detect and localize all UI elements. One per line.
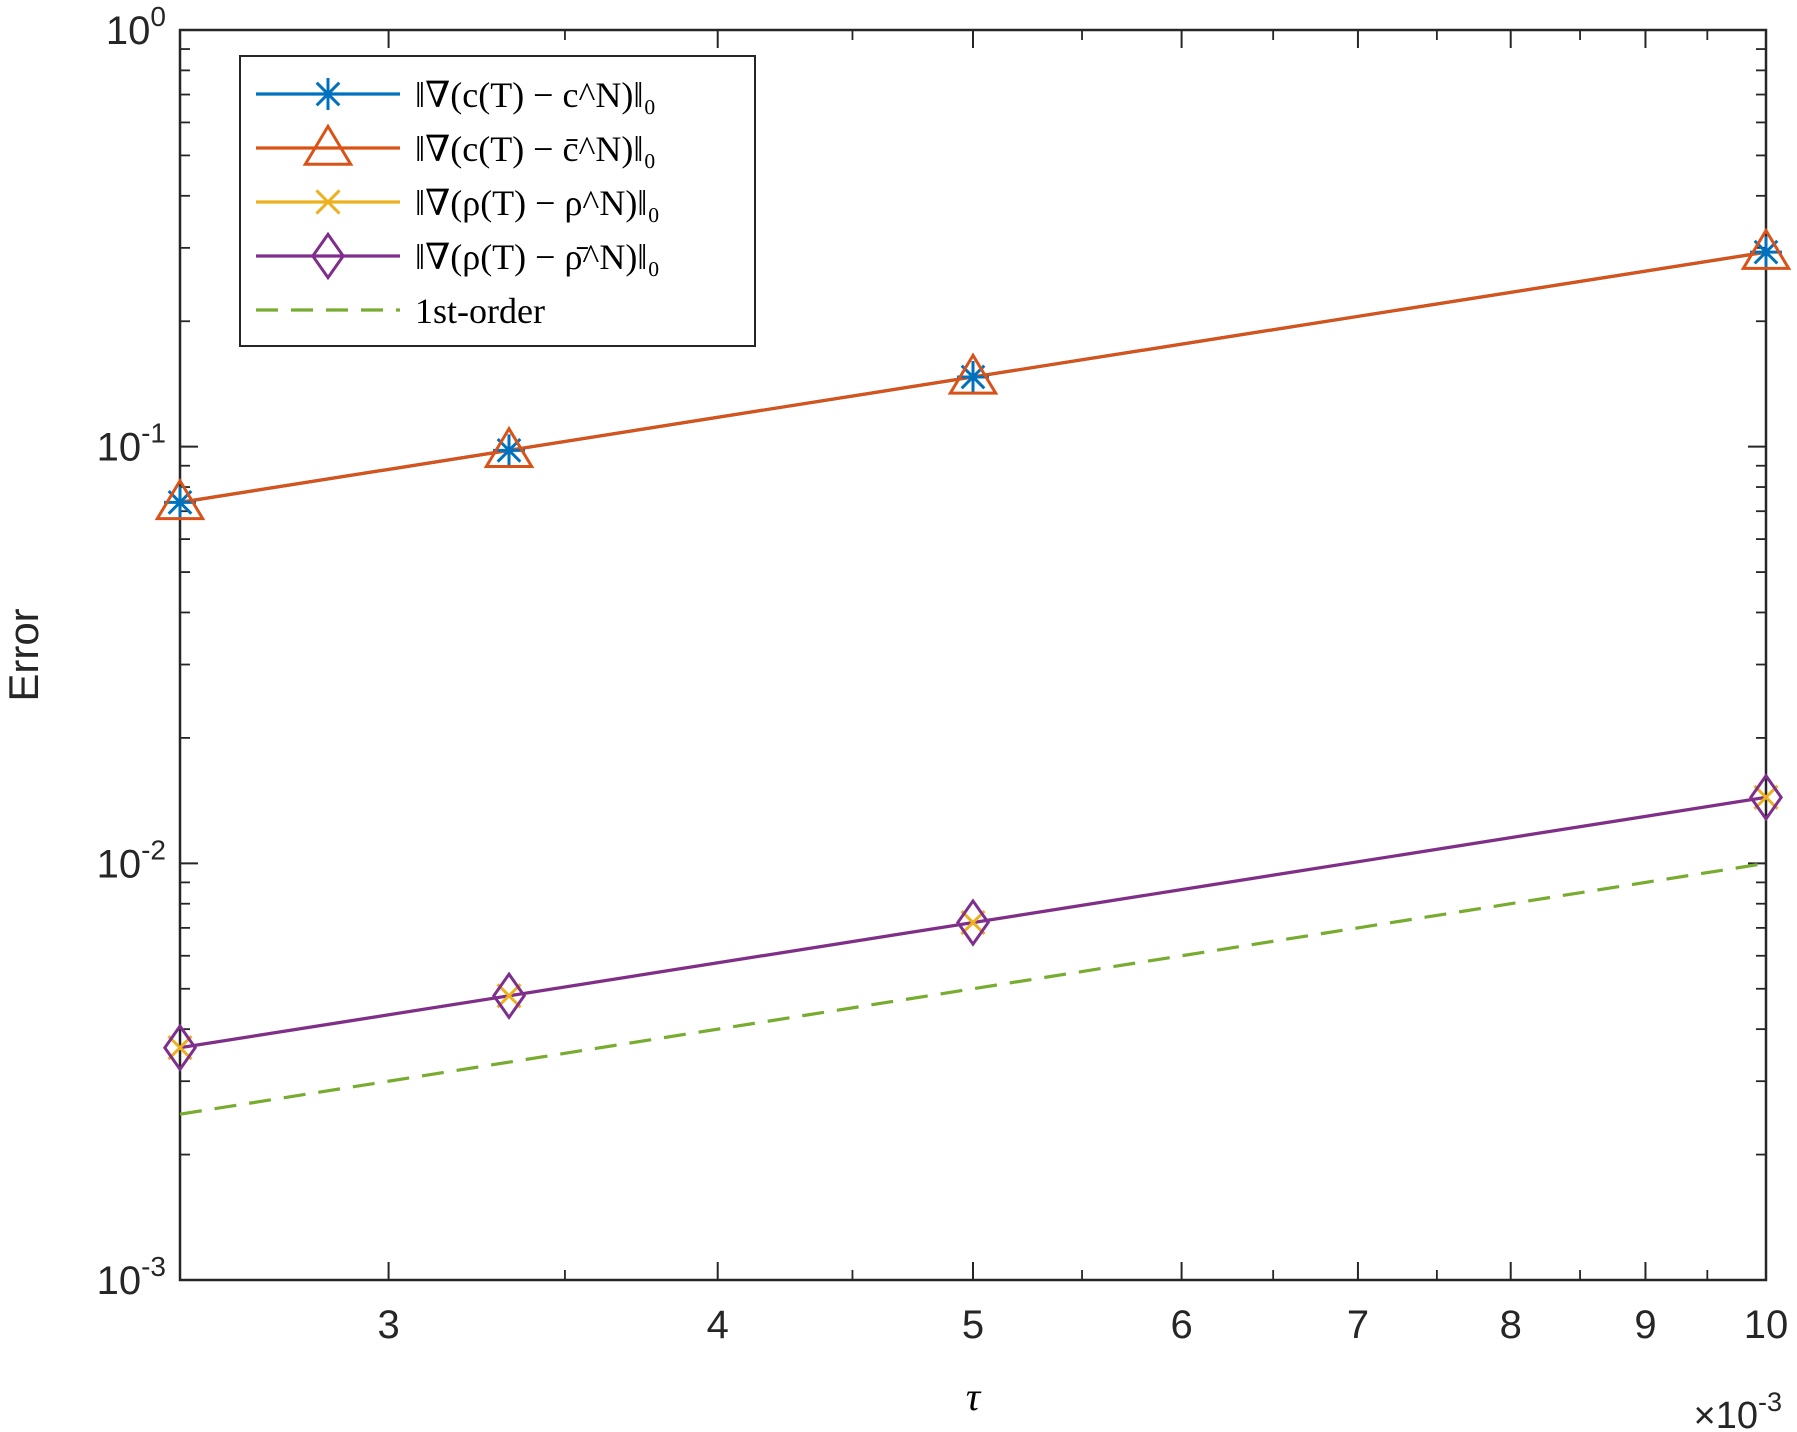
x-tick-label: 5	[962, 1303, 984, 1347]
marker-triangle	[483, 425, 535, 469]
marker-triangle	[1740, 227, 1792, 270]
legend-label: ‖∇(ρ(T) − ρ̄^N)‖₀	[415, 237, 660, 277]
y-tick-label-exponent: -2	[141, 834, 166, 865]
marker-diamond	[162, 1023, 198, 1072]
x-axis-exponent: ×10-3	[1694, 1387, 1782, 1432]
y-tick-label-exponent: -1	[141, 418, 166, 449]
marker-diamond	[491, 971, 527, 1020]
marker-x	[496, 983, 522, 1009]
series-markers	[154, 227, 1792, 1072]
marker-triangle	[302, 123, 354, 166]
legend-label: ‖∇(ρ(T) − ρ^N)‖₀	[415, 183, 660, 223]
x-tick-label: 3	[377, 1303, 399, 1347]
series-line	[179, 861, 1767, 1116]
marker-triangle	[154, 477, 206, 521]
y-tick-label-base: 10	[97, 842, 142, 886]
x-tick-label: 10	[1744, 1303, 1789, 1347]
marker-diamond	[310, 231, 346, 281]
marker-asterisk	[493, 434, 526, 467]
legend-label: ‖∇(c(T) − c̄^N)‖₀	[415, 129, 656, 169]
marker-x	[1753, 784, 1779, 810]
x-axis-exponent-base: ×10	[1694, 1395, 1758, 1432]
marker-asterisk	[1750, 236, 1782, 269]
y-tick-label-base: 10	[106, 9, 151, 53]
x-tick-label: 7	[1347, 1303, 1369, 1347]
marker-asterisk	[312, 78, 344, 110]
legend: ‖∇(c(T) − c^N)‖₀ ‖∇(c(T) − c̄^N)‖₀ ‖∇(ρ(T)…	[239, 55, 756, 347]
marker-asterisk	[957, 360, 989, 393]
axis-ticks	[179, 29, 1767, 1281]
series-lines	[179, 250, 1767, 1116]
y-tick-label: 10-1	[97, 418, 166, 470]
legend-label: ‖∇(c(T) − c^N)‖₀	[415, 75, 656, 115]
y-tick-label-exponent: -3	[141, 1251, 166, 1282]
marker-diamond	[955, 898, 991, 947]
marker-x	[167, 1035, 193, 1061]
marker-diamond	[1748, 773, 1784, 822]
x-tick-label: 8	[1500, 1303, 1522, 1347]
y-tick-label-base: 10	[97, 426, 142, 470]
marker-x	[315, 189, 341, 215]
x-tick-label: 6	[1170, 1303, 1192, 1347]
marker-asterisk	[164, 486, 196, 519]
legend-label: 1st-order	[415, 291, 545, 331]
marker-x	[960, 909, 986, 936]
y-tick-label-exponent: 0	[150, 1, 166, 32]
x-axis-exponent-power: -3	[1758, 1387, 1782, 1417]
x-tick-label: 9	[1634, 1303, 1656, 1347]
y-tick-label: 10-2	[97, 834, 166, 886]
x-axis-title: τ	[966, 1374, 982, 1419]
y-tick-label: 100	[106, 1, 166, 53]
y-tick-label: 10-3	[97, 1251, 166, 1303]
y-axis-title: Error	[0, 608, 47, 701]
series-line	[179, 250, 1767, 504]
series-line	[179, 795, 1767, 1050]
marker-triangle	[947, 352, 999, 395]
y-tick-label-base: 10	[97, 1259, 142, 1303]
x-tick-label: 4	[707, 1303, 729, 1347]
